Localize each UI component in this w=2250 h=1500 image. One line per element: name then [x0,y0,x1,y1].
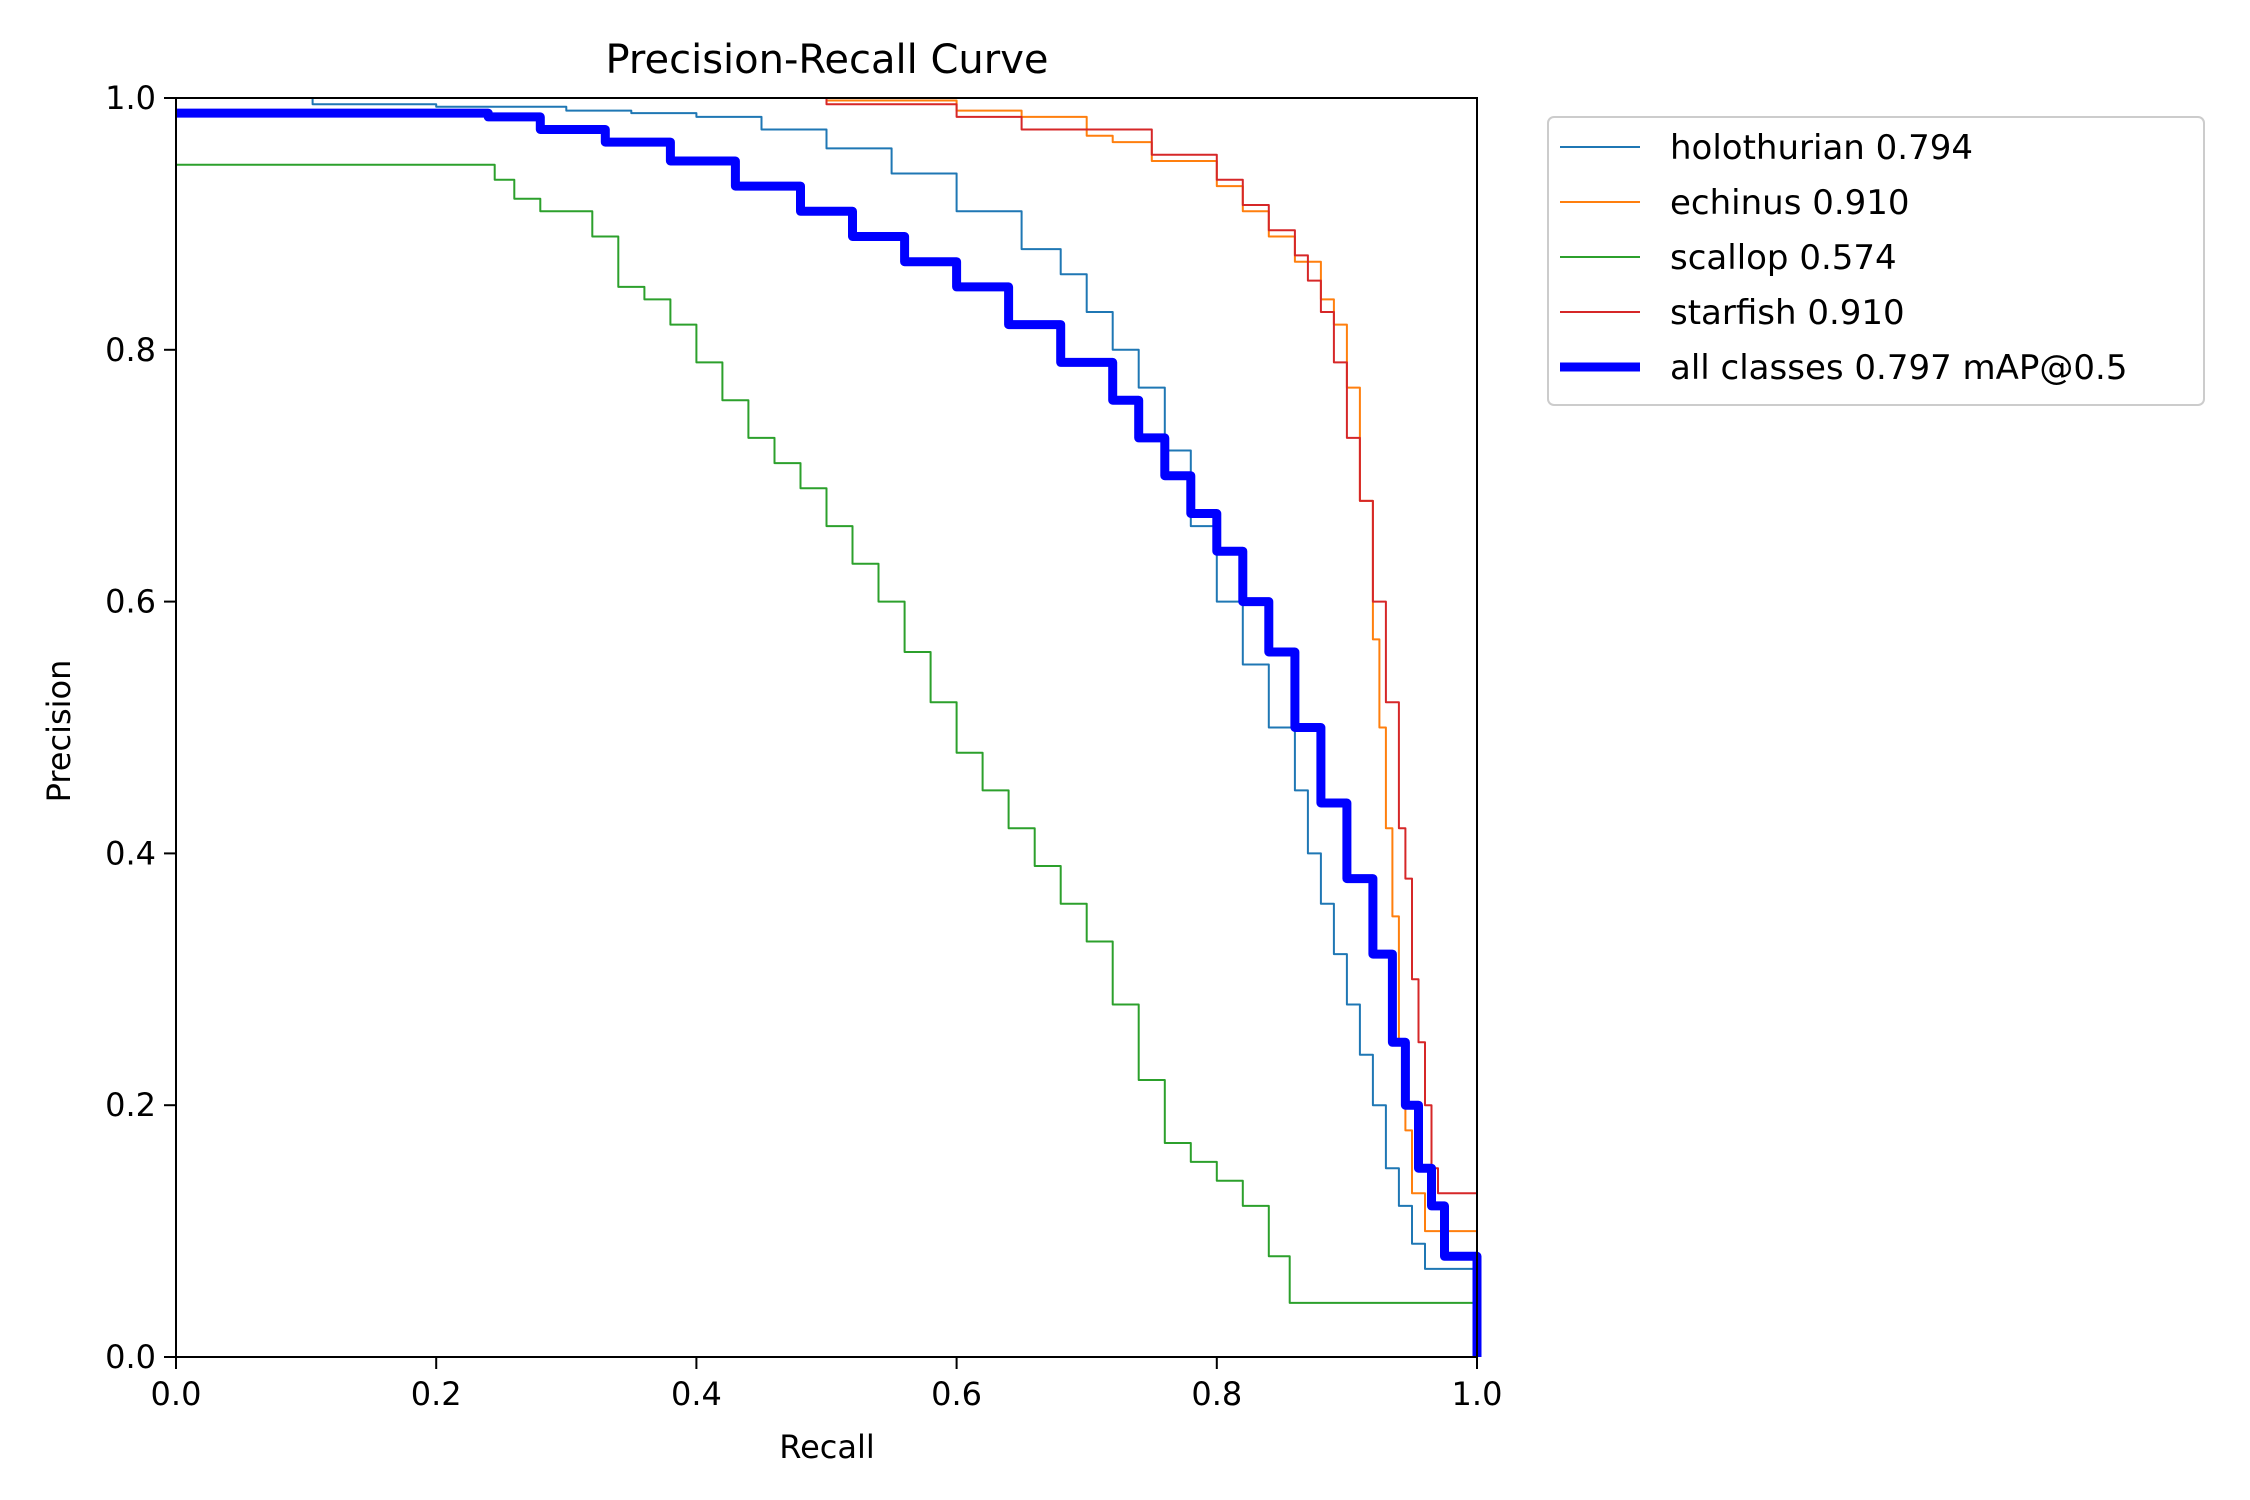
curve-all-classes [176,108,1482,1357]
x-tick-label: 0.0 [151,1375,202,1413]
x-tick-label: 0.6 [931,1375,982,1413]
x-tick-label: 0.2 [411,1375,462,1413]
y-tick-label: 0.8 [105,331,156,369]
chart-title: Precision-Recall Curve [606,37,1049,83]
y-tick-label: 0.0 [105,1338,156,1376]
legend-label-starfish: starfish 0.910 [1670,293,1905,333]
curve-scallop [176,163,1478,1357]
x-axis-label: Recall [779,1428,874,1466]
legend-label-echinus: echinus 0.910 [1670,183,1910,223]
x-tick-label: 0.8 [1191,1375,1242,1413]
y-axis: 0.0 0.2 0.4 0.6 0.8 1.0 [105,79,176,1376]
legend: holothurian 0.794 echinus 0.910 scallop 0.… [1547,116,2205,406]
curve-starfish [176,97,1478,1357]
plot-frame [175,97,1478,1358]
y-tick-label: 1.0 [105,79,156,117]
x-axis: 0.0 0.2 0.4 0.6 0.8 1.0 [151,1357,1503,1413]
curve-holothurian [176,97,1478,1357]
x-tick-label: 1.0 [1452,1375,1503,1413]
y-tick-label: 0.6 [105,583,156,621]
legend-box [1547,116,2205,406]
y-axis-label: Precision [40,660,78,803]
y-tick-label: 0.2 [105,1086,156,1124]
legend-label-all-classes: all classes 0.797 mAP@0.5 [1670,348,2127,388]
x-tick-label: 0.4 [671,1375,722,1413]
curves-group [176,97,1482,1357]
y-tick-label: 0.4 [105,834,156,872]
legend-label-scallop: scallop 0.574 [1670,238,1897,278]
legend-label-holothurian: holothurian 0.794 [1670,128,1973,168]
